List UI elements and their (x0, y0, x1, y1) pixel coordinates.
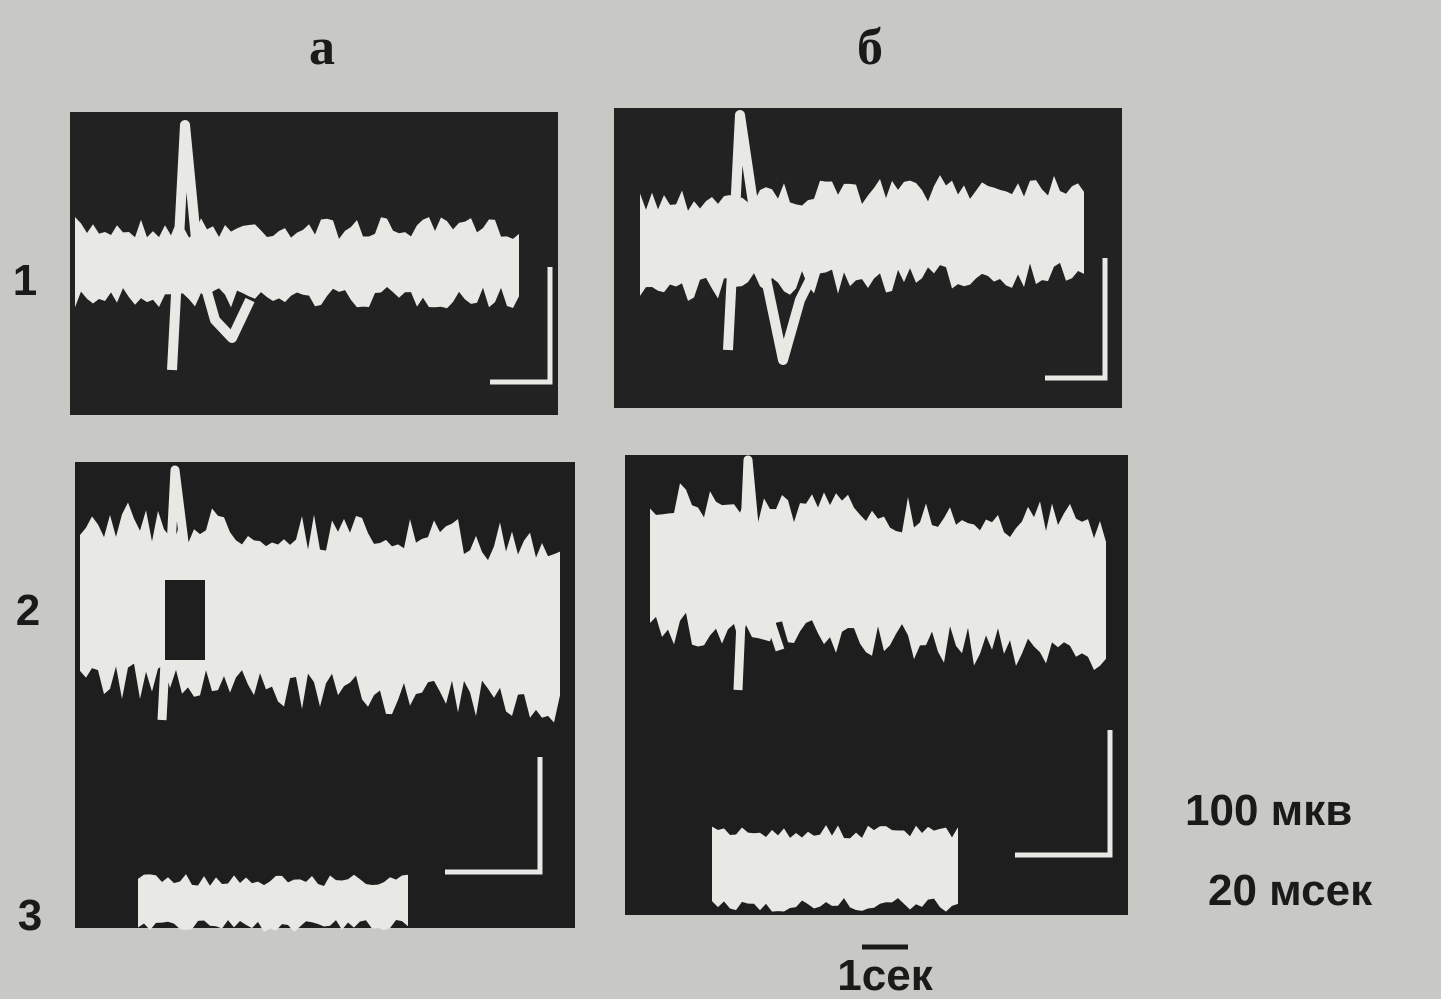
trace (165, 580, 205, 660)
stimulus-scale: 1сек (837, 951, 933, 999)
column-label: а (309, 19, 335, 76)
row-label: 1 (13, 256, 37, 305)
row-label: 2 (16, 586, 40, 635)
column-label: б (857, 19, 883, 76)
figure: а б 1 2 3 100 мкв 20 мсек 1сек (0, 0, 1441, 999)
row-label: 3 (18, 891, 42, 940)
amplitude-scale: 100 мкв (1185, 786, 1352, 835)
time-scale: 20 мсек (1208, 866, 1373, 915)
trace (712, 825, 958, 912)
